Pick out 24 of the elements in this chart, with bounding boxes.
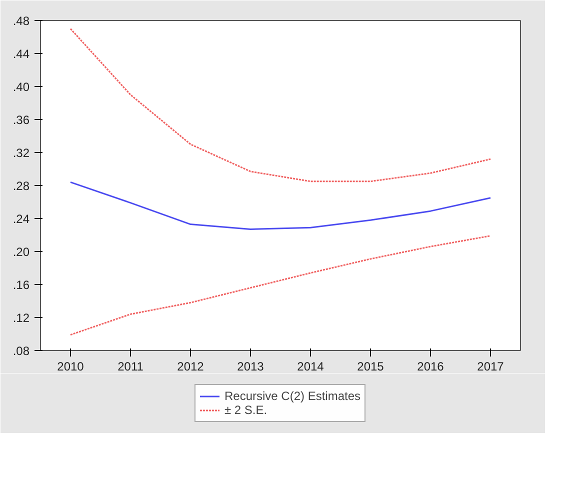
x-tick-label: 2015: [357, 360, 384, 374]
x-tick-label: 2013: [237, 360, 264, 374]
y-tick-label: .48: [12, 14, 30, 28]
legend-label: ± 2 S.E.: [224, 403, 268, 417]
y-tick-label: .28: [12, 179, 30, 193]
x-tick-label: 2011: [118, 360, 144, 374]
x-tick-label: 2014: [297, 360, 324, 374]
x-tick-label: 2010: [57, 360, 84, 374]
y-tick-label: .16: [12, 278, 30, 292]
y-tick-label: .24: [12, 212, 30, 226]
legend-label: Recursive C(2) Estimates: [224, 389, 361, 403]
y-tick-label: .36: [12, 113, 30, 127]
line-series: [70, 181, 492, 230]
line-series: [70, 28, 492, 182]
y-tick-label: .20: [12, 245, 30, 259]
y-tick-label: .08: [12, 344, 30, 358]
x-tick-label: 2012: [177, 360, 204, 374]
y-tick-label: .12: [12, 311, 30, 325]
x-tick-label: 2017: [477, 360, 504, 374]
line-series: [70, 235, 492, 336]
y-tick-label: .44: [12, 47, 30, 61]
y-tick-label: .40: [12, 80, 30, 94]
y-tick-label: .32: [12, 146, 30, 160]
x-tick-label: 2016: [417, 360, 444, 374]
